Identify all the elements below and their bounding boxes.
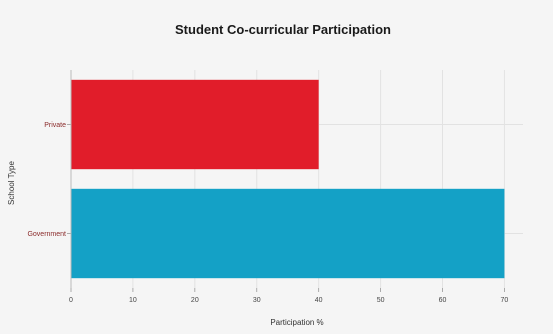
x-tick-label: 20 bbox=[191, 297, 199, 304]
y-tick-label: Private bbox=[44, 122, 66, 129]
y-tick-label: Government bbox=[27, 231, 66, 238]
bar-private bbox=[71, 79, 319, 170]
x-tick-label: 0 bbox=[69, 297, 73, 304]
x-tick-label: 70 bbox=[501, 297, 509, 304]
x-tick-label: 30 bbox=[253, 297, 261, 304]
x-tick-label: 40 bbox=[315, 297, 323, 304]
chart-title: Student Co-curricular Participation bbox=[175, 22, 391, 37]
x-tick-label: 60 bbox=[439, 297, 447, 304]
axis-layer: 0 10 20 30 40 50 60 70 Private Government bbox=[27, 70, 508, 304]
bar-layer bbox=[71, 79, 505, 279]
x-tick-label: 50 bbox=[377, 297, 385, 304]
y-axis-label: School Type bbox=[7, 161, 16, 205]
bar-government bbox=[71, 188, 505, 279]
x-axis-label: Participation % bbox=[270, 318, 323, 327]
x-tick-label: 10 bbox=[129, 297, 137, 304]
